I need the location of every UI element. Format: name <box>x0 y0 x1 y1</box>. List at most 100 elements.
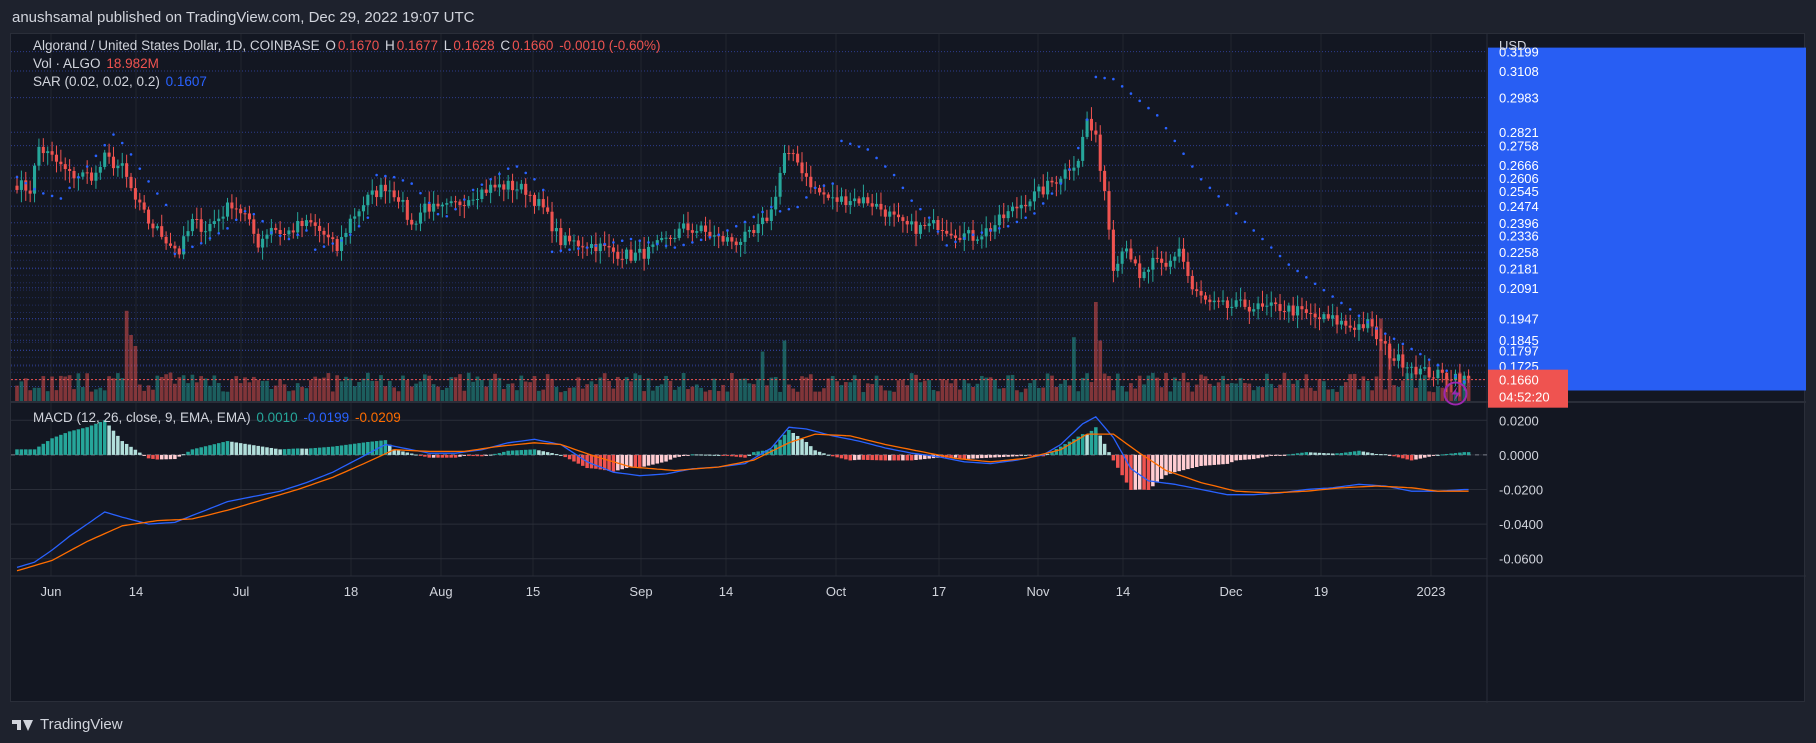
volume-bar <box>28 390 32 401</box>
macd-histogram-bar <box>1032 454 1037 456</box>
sar-dot <box>603 242 606 246</box>
candle-body <box>620 258 624 260</box>
volume-bar <box>844 382 848 401</box>
sar-dot <box>94 154 98 158</box>
volume-bar <box>300 386 304 401</box>
volume-bar <box>918 382 923 401</box>
candle-body <box>554 228 558 232</box>
candle-body <box>33 165 37 194</box>
volume-bar <box>787 384 791 401</box>
volume-bar <box>1251 390 1256 401</box>
volume-bar <box>971 386 975 401</box>
candle-body <box>673 237 677 239</box>
volume-bar <box>708 390 712 401</box>
sar-dot <box>401 179 405 182</box>
price-tick-label-overlay: 0.2545 <box>1499 184 1539 199</box>
volume-bar <box>392 387 396 401</box>
macd-label: MACD (12, 26, close, 9, EMA, EMA) <box>33 410 251 425</box>
sar-dot <box>278 234 282 238</box>
macd-histogram-bar <box>45 441 50 455</box>
macd-histogram-bar <box>857 454 861 460</box>
macd-histogram-bar <box>190 449 195 455</box>
sar-dot <box>1410 347 1413 351</box>
volume-bar <box>1449 384 1453 401</box>
candle-body <box>120 163 124 166</box>
candle-body <box>541 199 545 208</box>
macd-histogram-bar <box>765 450 769 455</box>
sar-dot <box>103 143 107 147</box>
candle-body <box>563 235 567 246</box>
volume-bar <box>1286 379 1291 401</box>
volume-bar <box>1352 373 1357 401</box>
candle-body <box>888 211 892 217</box>
macd-histogram-bar <box>866 454 870 460</box>
candle-body <box>291 230 295 233</box>
macd-histogram-bar <box>357 443 361 455</box>
macd-histogram-bar <box>532 449 537 455</box>
candle-body <box>804 173 808 177</box>
macd-histogram-bar <box>1006 454 1010 457</box>
candle-body <box>186 231 190 237</box>
candle-body <box>462 205 466 207</box>
sar-dot <box>1401 342 1405 346</box>
price-tick-label-overlay: 0.2181 <box>1499 262 1539 277</box>
candle-body <box>743 231 747 242</box>
candle-body <box>1221 300 1225 302</box>
time-tick-label: 15 <box>526 584 540 599</box>
sar-dot <box>77 175 80 179</box>
candle-body <box>646 246 651 259</box>
sar-dot <box>15 175 19 179</box>
candle-body <box>1405 367 1409 369</box>
ohlc-low-label: L <box>443 38 452 53</box>
candle-body <box>1019 204 1023 209</box>
macd-histogram-bar <box>545 452 550 455</box>
sar-dot <box>42 192 45 195</box>
volume-bar <box>1142 384 1146 401</box>
volume-bar <box>335 375 339 401</box>
volume-bar <box>642 391 646 401</box>
macd-histogram-bar <box>1427 454 1431 457</box>
volume-bar <box>159 376 164 401</box>
volume-bar <box>1045 373 1050 401</box>
volume-bar <box>857 378 861 401</box>
volume-bar <box>1348 374 1353 401</box>
sar-dot <box>419 191 422 195</box>
candle-body <box>1059 178 1063 184</box>
volume-bar <box>1308 387 1313 401</box>
price-tick-label-overlay: 0.3108 <box>1499 64 1539 79</box>
volume-bar <box>453 377 458 401</box>
candle-body <box>1339 320 1343 325</box>
sar-dot <box>252 212 256 216</box>
volume-bar <box>423 374 427 401</box>
macd-histogram-bar <box>1107 452 1111 455</box>
sar-dot <box>734 224 738 228</box>
volume-bar <box>344 376 348 401</box>
candle-body <box>1410 366 1414 368</box>
macd-histogram-bar <box>445 454 449 458</box>
volume-bar <box>493 373 497 401</box>
volume-bar <box>76 373 81 401</box>
sar-dot <box>1226 203 1229 207</box>
volume-bar <box>760 351 765 401</box>
volume-bar <box>440 389 445 401</box>
volume-bar <box>703 391 708 401</box>
sar-dot <box>1182 152 1185 156</box>
sar-dot <box>340 239 343 242</box>
chart-frame[interactable]: 0.3199 0.3108 0.2983 0.2821 0.2758 0.2666 0.26… <box>10 33 1806 703</box>
macd-histogram-bar <box>629 454 633 467</box>
candle-body <box>839 196 844 202</box>
volume-bar <box>848 382 853 401</box>
volume-bar <box>107 376 111 401</box>
candle-body <box>177 248 181 255</box>
volume-bar <box>418 381 423 401</box>
candle-body <box>1401 354 1405 368</box>
volume-bar <box>444 387 449 401</box>
sar-dot <box>1120 85 1124 88</box>
macd-histogram-bar <box>1010 454 1015 457</box>
volume-bar <box>1440 387 1445 401</box>
ohlc-close-label: C <box>500 38 511 53</box>
candle-body <box>304 220 308 227</box>
volume-bar <box>672 389 677 401</box>
candle-body <box>787 152 791 154</box>
